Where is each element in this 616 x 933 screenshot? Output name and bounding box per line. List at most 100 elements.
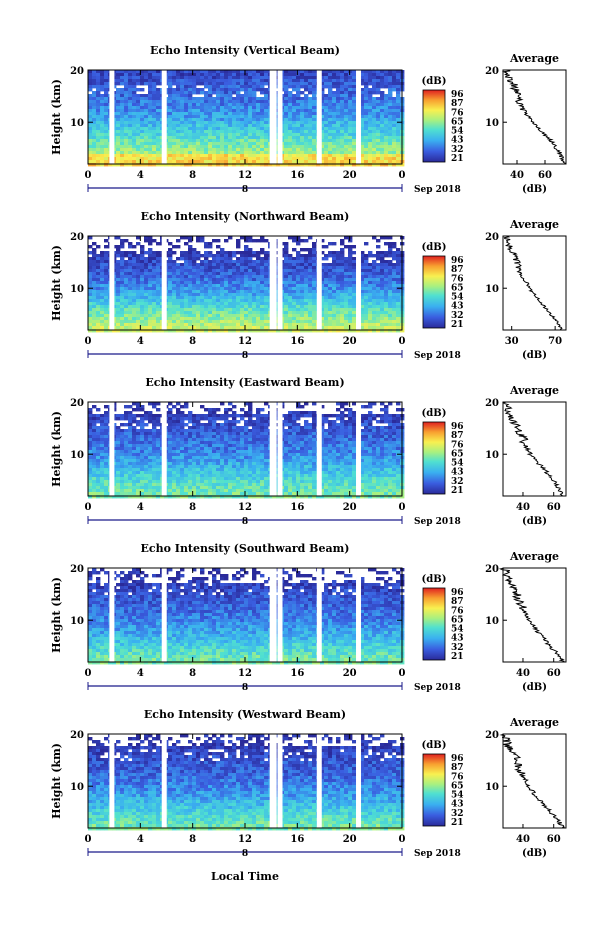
colorbar-tick-label: 21 (451, 486, 464, 496)
colorbar-unit: (dB) (422, 76, 447, 87)
y-tick-label: 10 (70, 782, 84, 793)
date-marker: 8 (242, 185, 248, 195)
x-tick-label: 16 (290, 502, 304, 513)
date-label: Sep 2018 (414, 185, 461, 195)
date-label: Sep 2018 (414, 849, 461, 859)
x-tick-label: 20 (343, 502, 357, 513)
x-tick-label: 0 (399, 170, 406, 181)
average-profile-line (504, 236, 562, 330)
x-tick-label: 0 (399, 834, 406, 845)
data-gap-0 (109, 568, 114, 662)
chart-panel-4: Echo Intensity (Westward Beam)1020Height… (50, 708, 566, 859)
avg-y-tick-label: 20 (485, 398, 499, 409)
average-frame (503, 734, 566, 828)
x-tick-label: 8 (189, 336, 196, 347)
average-xlabel: (dB) (522, 848, 547, 859)
x-tick-label: 20 (343, 336, 357, 347)
y-tick-label: 20 (70, 730, 84, 741)
x-tick-label: 4 (137, 668, 144, 679)
x-tick-label: 12 (238, 502, 252, 513)
x-tick-label: 16 (290, 668, 304, 679)
colorbar (423, 90, 445, 162)
y-axis-label: Height (km) (50, 577, 63, 653)
colorbar-tick-label: 21 (451, 154, 464, 164)
average-frame (503, 236, 566, 330)
colorbar (423, 256, 445, 328)
average-profile-line (504, 70, 565, 164)
data-gap-1 (162, 734, 167, 828)
average-profile-line (503, 402, 562, 496)
average-frame (503, 568, 566, 662)
data-gap-5 (356, 734, 361, 828)
avg-x-tick-label: 40 (510, 170, 524, 181)
data-gap-3 (278, 734, 283, 828)
x-tick-label: 8 (189, 502, 196, 513)
avg-x-tick-label: 60 (538, 170, 552, 181)
average-xlabel: (dB) (522, 184, 547, 195)
avg-y-tick-label: 20 (485, 66, 499, 77)
data-gap-3 (278, 70, 283, 164)
x-tick-label: 8 (189, 834, 196, 845)
data-gap-5 (356, 70, 361, 164)
chart-panel-1: Echo Intensity (Northward Beam)1020Heigh… (50, 210, 566, 361)
data-gap-4 (317, 236, 322, 330)
colorbar-unit: (dB) (422, 242, 447, 253)
data-gap-4 (317, 568, 322, 662)
data-gap-0 (109, 70, 114, 164)
x-tick-label: 12 (238, 834, 252, 845)
colorbar (423, 588, 445, 660)
colorbar-tick-label: 21 (451, 818, 464, 828)
avg-y-tick-label: 10 (485, 284, 499, 295)
data-gap-5 (356, 402, 361, 496)
data-gap-5 (356, 236, 361, 330)
x-tick-label: 4 (137, 336, 144, 347)
x-tick-label: 4 (137, 170, 144, 181)
average-title: Average (509, 218, 559, 231)
x-tick-label: 16 (290, 834, 304, 845)
data-gap-3 (278, 568, 283, 662)
data-gap-4 (317, 402, 322, 496)
x-tick-label: 20 (343, 668, 357, 679)
average-title: Average (509, 52, 559, 65)
data-gap-3 (278, 236, 283, 330)
colorbar (423, 754, 445, 826)
average-xlabel: (dB) (522, 516, 547, 527)
data-gap-1 (162, 236, 167, 330)
average-title: Average (509, 716, 559, 729)
x-tick-label: 0 (85, 834, 92, 845)
x-tick-label: 0 (399, 336, 406, 347)
x-tick-label: 20 (343, 170, 357, 181)
avg-y-tick-label: 10 (485, 616, 499, 627)
x-tick-label: 0 (85, 668, 92, 679)
y-axis-label: Height (km) (50, 79, 63, 155)
data-gap-1 (162, 568, 167, 662)
avg-x-tick-label: 30 (505, 336, 519, 347)
panel-title: Echo Intensity (Westward Beam) (144, 708, 346, 721)
y-tick-label: 20 (70, 232, 84, 243)
x-tick-label: 0 (85, 170, 92, 181)
date-marker: 8 (242, 683, 248, 693)
colorbar (423, 422, 445, 494)
chart-panel-2: Echo Intensity (Eastward Beam)1020Height… (50, 376, 566, 527)
y-tick-label: 20 (70, 66, 84, 77)
x-tick-label: 12 (238, 668, 252, 679)
x-tick-label: 0 (85, 336, 92, 347)
avg-y-tick-label: 20 (485, 564, 499, 575)
colorbar-tick-label: 21 (451, 320, 464, 330)
date-label: Sep 2018 (414, 683, 461, 693)
avg-y-tick-label: 10 (485, 450, 499, 461)
average-title: Average (509, 384, 559, 397)
data-gap-0 (109, 734, 114, 828)
average-xlabel: (dB) (522, 350, 547, 361)
data-gap-2 (270, 236, 277, 330)
y-tick-label: 10 (70, 616, 84, 627)
panel-title: Echo Intensity (Vertical Beam) (150, 44, 340, 57)
data-gap-1 (162, 402, 167, 496)
y-tick-label: 10 (70, 450, 84, 461)
x-tick-label: 20 (343, 834, 357, 845)
chart-panel-0: Echo Intensity (Vertical Beam)1020Height… (50, 44, 566, 195)
x-tick-label: 8 (189, 668, 196, 679)
avg-x-tick-label: 40 (516, 834, 530, 845)
avg-y-tick-label: 10 (485, 782, 499, 793)
